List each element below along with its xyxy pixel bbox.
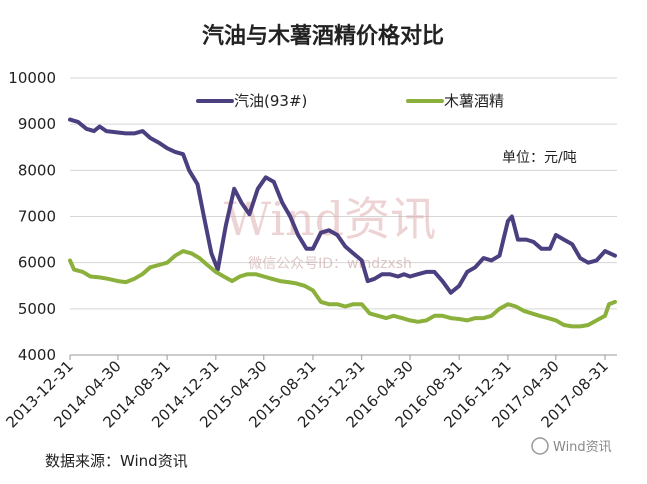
y-tick-label: 4000 <box>18 346 56 364</box>
legend-label-cassava-ethanol: 木薯酒精 <box>444 92 504 110</box>
series-line-cassava-ethanol <box>68 249 617 329</box>
unit-label: 单位：元/吨 <box>502 150 577 166</box>
brand-text: Wind资讯 <box>553 440 612 455</box>
chart-title: 汽油与木薯酒精价格对比 <box>202 23 444 49</box>
source-text: 数据来源：Wind资讯 <box>45 452 188 470</box>
y-axis: 4000 5000 6000 7000 8000 9000 10000 <box>8 69 56 364</box>
y-tick-label: 9000 <box>18 115 56 133</box>
watermark-sub: 微信公众号ID：windzxsh <box>248 256 412 272</box>
legend: 汽油(93#) 木薯酒精 <box>196 92 504 110</box>
wechat-icon <box>531 437 549 455</box>
y-tick-label: 6000 <box>18 254 56 272</box>
watermark-main: Wind资讯 <box>224 192 436 246</box>
watermark: Wind资讯 微信公众号ID：windzxsh <box>224 192 436 272</box>
y-tick-label: 5000 <box>18 300 56 318</box>
y-tick-label: 10000 <box>8 69 56 87</box>
brand-mark: Wind资讯 <box>531 437 612 455</box>
series-line-gasoline <box>68 117 617 295</box>
y-tick-label: 7000 <box>18 208 56 226</box>
legend-label-gasoline: 汽油(93#) <box>234 92 307 110</box>
x-axis: 2013-12-312014-04-302014-08-312014-12-31… <box>2 354 617 431</box>
series <box>68 117 617 329</box>
y-tick-label: 8000 <box>18 161 56 179</box>
